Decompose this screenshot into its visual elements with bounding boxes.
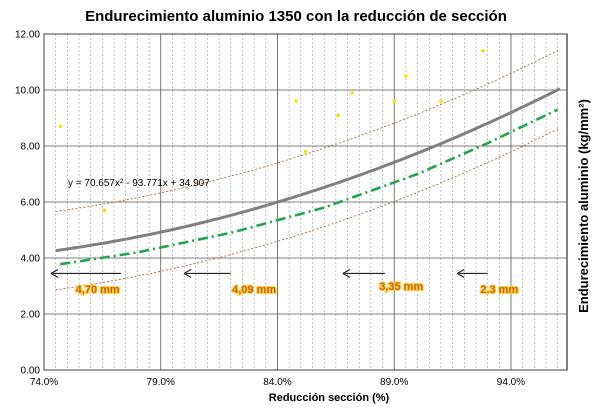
annotation-label: 4,70 mm [76,284,120,296]
lower-band [55,127,561,291]
y-tick-label: 6.00 [21,198,41,209]
x-tick-label: 74.0% [30,377,58,388]
confidence-bands [55,49,561,291]
x-tick-label: 89.0% [380,377,408,388]
arrow-head [457,268,465,278]
tick-labels: 0.00 2.00 4.00 6.00 8.00 10.00 12.00 74.0% 79.0%… [15,30,525,389]
annotation-label: 3,35 mm [379,281,423,293]
y-tick-label: 0.00 [21,366,41,377]
data-point [392,99,397,103]
x-tick-label: 84.0% [263,377,291,388]
data-point [58,124,63,129]
dashdot-series [60,108,559,266]
data-point [350,91,354,95]
trendline-curve [55,87,561,253]
dashdot-line [60,108,559,266]
grid [43,33,568,371]
data-point [481,49,485,53]
data-point [294,99,298,103]
y-tick-label: 2.00 [21,310,41,321]
y-tick-label: 8.00 [21,142,41,153]
trendline [55,87,561,253]
annotation-label: 4,09 mm [232,284,276,296]
data-point [102,208,107,213]
annotations: 4,70 mm 4,09 mm 3,35 mm 2.3 mm [50,268,520,297]
y-tick-label: 4.00 [21,254,41,265]
chart-title: Endurecimiento aluminio 1350 con la redu… [85,8,507,25]
y-tick-label: 10.00 [15,86,40,97]
x-tick-label: 94.0% [497,377,525,388]
data-point [303,149,308,154]
x-tick-label: 79.0% [147,377,175,388]
trendline-equation: y = 70.657x² - 93.771x + 34.907 [68,178,210,189]
x-axis-label: Reducción sección (%) [269,392,390,404]
arrow-head [50,268,59,278]
y-tick-label: 12.00 [15,30,40,41]
arrow-head [342,268,351,278]
data-point [404,74,408,78]
arrow-head [183,268,192,278]
data-point [336,113,340,117]
annotation-label: 2.3 mm [480,284,518,296]
y-axis-label: Endurecimiento aluminio (kg/mm²) [576,99,591,313]
scatter-points [58,49,485,213]
data-point [439,99,443,103]
upper-band [55,49,561,212]
